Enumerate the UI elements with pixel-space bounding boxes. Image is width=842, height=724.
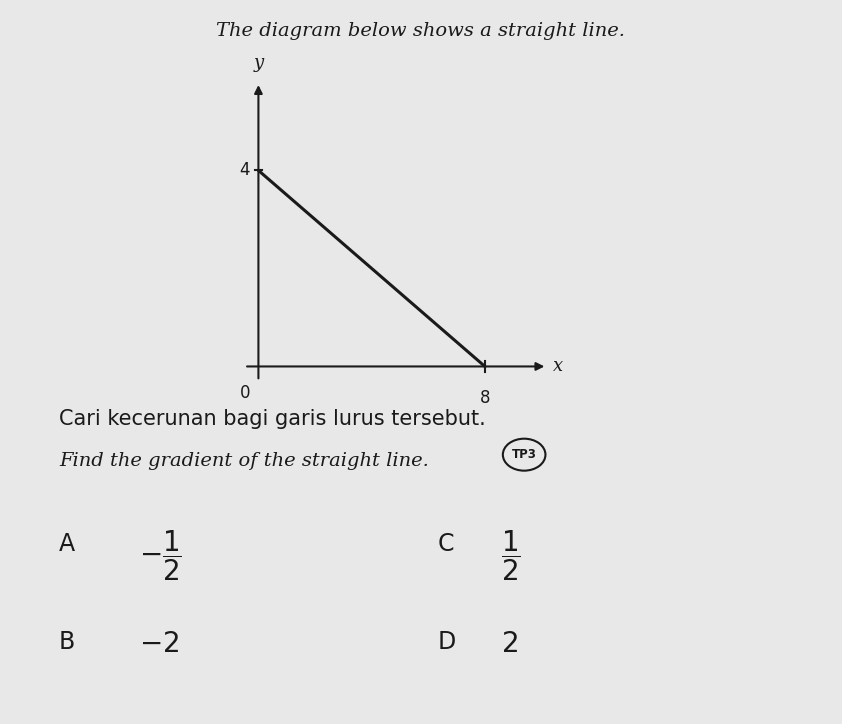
Text: B: B: [59, 630, 75, 654]
Text: x: x: [553, 358, 563, 376]
Text: Cari kecerunan bagi garis lurus tersebut.: Cari kecerunan bagi garis lurus tersebut…: [59, 409, 486, 429]
Text: 0: 0: [239, 384, 250, 402]
Text: Find the gradient of the straight line.: Find the gradient of the straight line.: [59, 452, 429, 471]
Text: 4: 4: [239, 161, 250, 180]
Text: C: C: [438, 532, 455, 556]
Text: D: D: [438, 630, 456, 654]
Text: $2$: $2$: [501, 630, 518, 658]
Text: The diagram below shows a straight line.: The diagram below shows a straight line.: [216, 22, 626, 40]
Text: $-\dfrac{1}{2}$: $-\dfrac{1}{2}$: [139, 529, 182, 584]
Text: A: A: [59, 532, 75, 556]
Text: $-2$: $-2$: [139, 630, 179, 658]
Text: TP3: TP3: [512, 448, 536, 461]
Text: y: y: [253, 54, 264, 72]
Text: $\dfrac{1}{2}$: $\dfrac{1}{2}$: [501, 529, 520, 584]
Text: 8: 8: [480, 389, 490, 406]
